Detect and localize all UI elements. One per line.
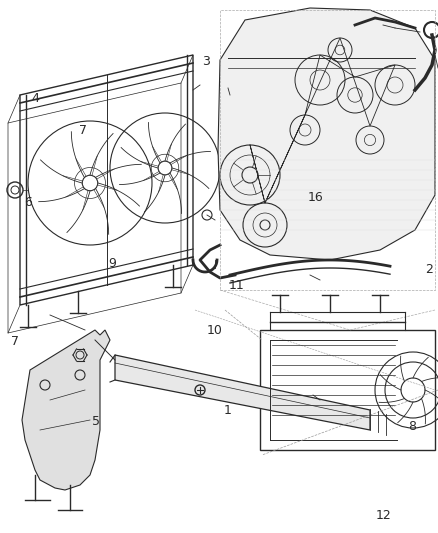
Polygon shape (22, 330, 110, 490)
Text: 7: 7 (11, 335, 19, 348)
Text: 16: 16 (307, 191, 323, 204)
Text: 6: 6 (25, 196, 32, 209)
Text: 2: 2 (425, 263, 433, 276)
Text: 11: 11 (229, 279, 244, 292)
Text: 10: 10 (207, 324, 223, 337)
Polygon shape (218, 8, 435, 260)
Text: 7: 7 (79, 124, 87, 137)
Text: 12: 12 (375, 509, 391, 522)
Text: 8: 8 (408, 420, 416, 433)
Text: 5: 5 (92, 415, 100, 427)
Text: 4: 4 (31, 92, 39, 105)
Text: 3: 3 (202, 55, 210, 68)
Text: 9: 9 (108, 257, 116, 270)
Polygon shape (115, 355, 370, 430)
Text: 1: 1 (224, 404, 232, 417)
